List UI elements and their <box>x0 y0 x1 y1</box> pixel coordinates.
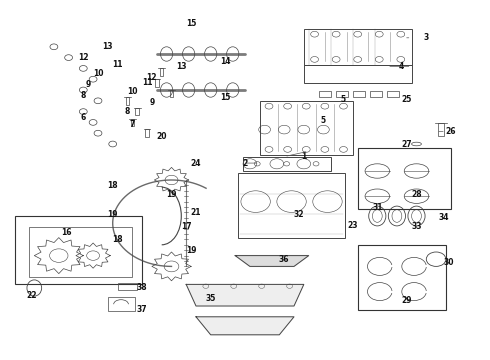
Text: 19: 19 <box>166 190 177 199</box>
Bar <box>238 173 345 238</box>
Bar <box>353 91 365 97</box>
Bar <box>108 297 135 311</box>
Text: 18: 18 <box>112 235 123 244</box>
Text: 16: 16 <box>61 228 72 237</box>
Bar <box>304 29 412 65</box>
Text: 23: 23 <box>347 220 358 230</box>
Text: 34: 34 <box>438 213 449 222</box>
Text: 31: 31 <box>372 202 383 212</box>
Text: 13: 13 <box>176 62 187 71</box>
Text: 32: 32 <box>294 210 304 219</box>
Bar <box>260 101 353 155</box>
Text: 20: 20 <box>156 132 167 141</box>
Text: 36: 36 <box>279 255 290 264</box>
Text: 5: 5 <box>341 95 345 104</box>
Text: 8: 8 <box>125 107 130 116</box>
Text: 11: 11 <box>142 78 152 87</box>
Text: 33: 33 <box>411 222 422 231</box>
Bar <box>243 157 331 171</box>
Text: 30: 30 <box>443 258 454 267</box>
Text: 25: 25 <box>401 95 412 104</box>
Bar <box>130 119 134 126</box>
Bar <box>387 91 399 97</box>
Text: 2: 2 <box>243 158 247 168</box>
Bar <box>318 91 331 97</box>
Text: 9: 9 <box>149 98 154 107</box>
Polygon shape <box>235 256 309 266</box>
Text: 26: 26 <box>445 127 456 136</box>
Text: 28: 28 <box>411 190 422 199</box>
Text: 22: 22 <box>26 291 37 300</box>
Text: 37: 37 <box>137 305 147 314</box>
Text: 17: 17 <box>181 222 192 231</box>
Bar <box>358 245 446 310</box>
Text: 19: 19 <box>186 246 196 255</box>
Text: 1: 1 <box>301 152 306 161</box>
Text: 10: 10 <box>93 69 103 78</box>
Text: 11: 11 <box>112 60 123 69</box>
Bar <box>135 108 139 116</box>
Text: 35: 35 <box>205 294 216 303</box>
Text: 9: 9 <box>86 80 91 89</box>
Text: 12: 12 <box>147 73 157 82</box>
Bar <box>170 90 173 98</box>
Text: 27: 27 <box>401 140 412 149</box>
Text: 38: 38 <box>137 284 147 292</box>
Text: 18: 18 <box>107 181 118 190</box>
Bar <box>370 91 382 97</box>
Text: 14: 14 <box>220 57 231 66</box>
Bar <box>160 68 164 76</box>
Bar <box>358 148 451 209</box>
Text: 13: 13 <box>102 42 113 51</box>
Text: 6: 6 <box>81 112 86 122</box>
Polygon shape <box>186 284 304 306</box>
Text: 10: 10 <box>127 87 138 96</box>
Text: 4: 4 <box>399 62 404 71</box>
Text: 8: 8 <box>81 91 86 100</box>
Text: 15: 15 <box>186 19 196 28</box>
Bar <box>438 123 444 136</box>
Polygon shape <box>196 317 294 335</box>
Text: 7: 7 <box>130 120 135 129</box>
Bar <box>145 130 149 137</box>
Text: 29: 29 <box>401 296 412 305</box>
Text: 12: 12 <box>78 53 89 62</box>
Bar <box>336 91 348 97</box>
Bar <box>15 216 142 284</box>
Bar <box>155 79 159 87</box>
Text: 3: 3 <box>424 33 429 42</box>
Bar <box>118 283 137 290</box>
Bar <box>304 65 412 83</box>
Bar <box>125 97 129 105</box>
Text: 19: 19 <box>107 210 118 219</box>
Text: 15: 15 <box>220 93 231 102</box>
Text: 5: 5 <box>321 116 326 125</box>
Text: 21: 21 <box>191 208 201 217</box>
Text: 24: 24 <box>191 159 201 168</box>
